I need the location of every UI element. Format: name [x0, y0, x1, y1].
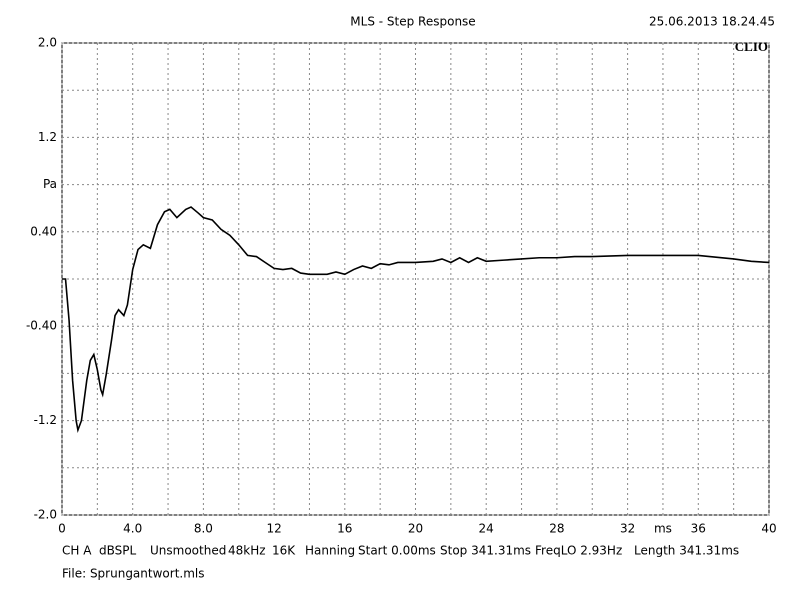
- x-tick-label: 32: [620, 522, 635, 536]
- y-tick-label: -2.0: [34, 508, 57, 522]
- y-tick-label: -0.40: [26, 319, 57, 333]
- x-tick-label: 24: [479, 522, 494, 536]
- setting-label: Start 0.00ms: [358, 544, 436, 558]
- y-tick-label: 2.0: [38, 36, 57, 50]
- timestamp: 25.06.2013 18.24.45: [649, 15, 775, 29]
- setting-label: FreqLO 2.93Hz: [535, 544, 622, 558]
- x-tick-label: 0: [58, 522, 66, 536]
- x-tick-label: ms: [654, 522, 672, 536]
- setting-label: Hanning: [305, 544, 355, 558]
- file-name: File: Sprungantwort.mls: [62, 567, 204, 581]
- x-tick-label: 12: [266, 522, 281, 536]
- x-tick-label: 8.0: [194, 522, 213, 536]
- setting-label: Unsmoothed: [150, 544, 226, 558]
- chart-title: MLS - Step Response: [350, 15, 475, 29]
- brand: CLIO: [735, 39, 768, 54]
- y-tick-label: 0.40: [30, 224, 57, 238]
- x-tick-label: 36: [691, 522, 706, 536]
- setting-label: 48kHz: [228, 544, 266, 558]
- setting-label: 16K: [272, 544, 296, 558]
- x-tick-label: 16: [337, 522, 352, 536]
- y-tick-label: Pa: [43, 177, 57, 191]
- x-tick-label: 40: [761, 522, 776, 536]
- x-tick-label: 4.0: [123, 522, 142, 536]
- setting-label: CH A: [62, 544, 92, 558]
- x-tick-label: 20: [408, 522, 423, 536]
- setting-label: Stop 341.31ms: [440, 544, 531, 558]
- y-tick-label: 1.2: [38, 130, 57, 144]
- x-tick-label: 28: [549, 522, 564, 536]
- y-tick-label: -1.2: [34, 413, 57, 427]
- setting-label: dBSPL: [99, 544, 136, 558]
- setting-label: Length 341.31ms: [634, 544, 739, 558]
- data-line: [62, 206, 770, 434]
